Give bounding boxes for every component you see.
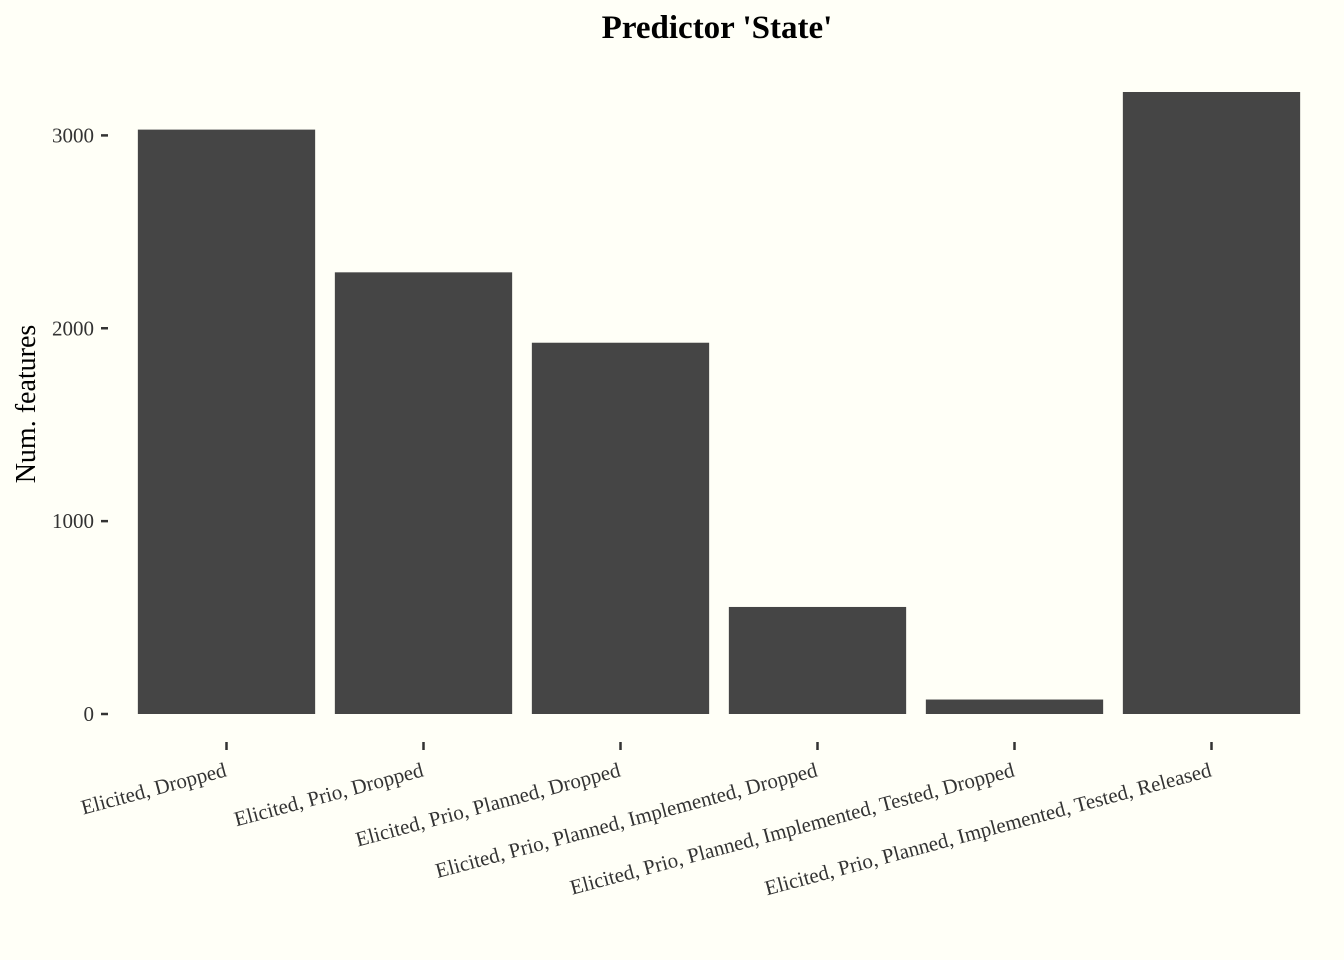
y-tick-label: 2000 xyxy=(52,316,94,340)
bars xyxy=(137,92,1301,714)
y-axis-title: Num. features xyxy=(11,325,42,484)
y-axis: 0 1000 2000 3000 xyxy=(52,123,108,726)
y-tick-label: 1000 xyxy=(52,509,94,533)
bar xyxy=(531,342,710,714)
bar xyxy=(925,699,1104,714)
bar xyxy=(334,272,513,714)
y-tick-label: 0 xyxy=(84,702,95,726)
bar xyxy=(728,606,907,714)
bar xyxy=(137,129,316,714)
y-tick-label: 3000 xyxy=(52,123,94,147)
chart-title: Predictor 'State' xyxy=(602,10,833,46)
bar xyxy=(1122,92,1301,714)
